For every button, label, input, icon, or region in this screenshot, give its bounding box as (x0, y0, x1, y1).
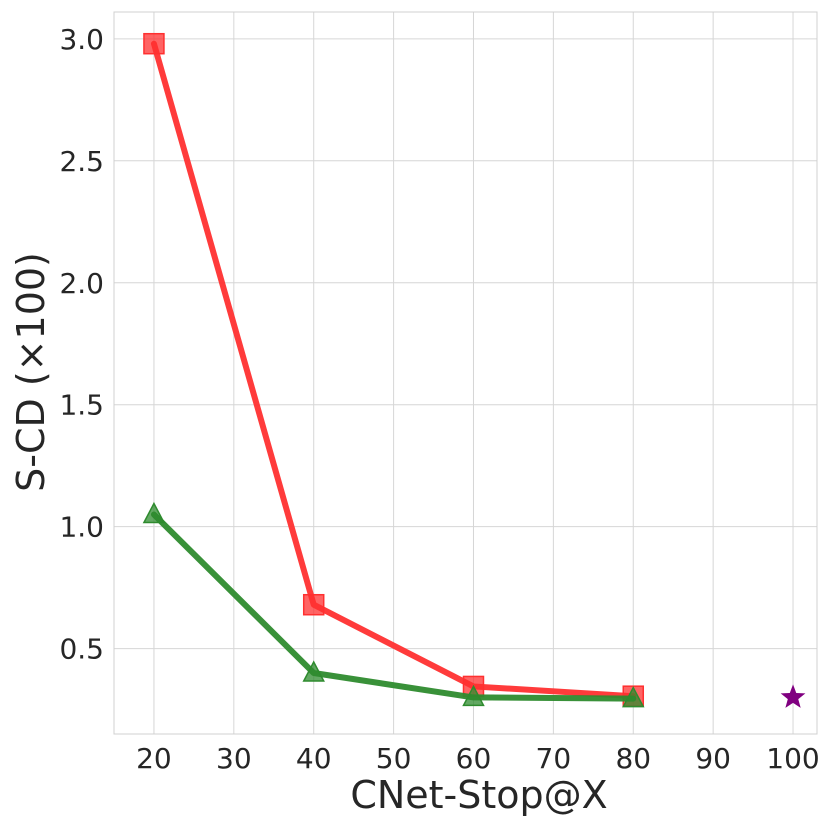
series-line-0 (150, 40, 637, 700)
x-tick-label: 60 (456, 742, 492, 775)
x-tick-label: 30 (216, 742, 252, 775)
y-tick-labels: 0.5 1.0 1.5 2.0 2.5 3.0 (59, 23, 104, 666)
x-tick-label: 80 (615, 742, 651, 775)
triangle-marker (302, 660, 325, 682)
plot-frame (113, 11, 818, 735)
star-marker (780, 684, 806, 708)
y-tick-label: 2.0 (59, 267, 104, 300)
y-tick-label: 2.5 (59, 145, 104, 178)
triangle-marker (622, 686, 645, 708)
square-marker (302, 593, 325, 616)
y-axis-label: S-CD (×100) (9, 252, 53, 492)
x-tick-labels: 20 30 40 50 60 70 80 90 100 (136, 742, 820, 775)
triangle-marker (142, 501, 166, 524)
y-tick-label: 1.5 (59, 389, 104, 422)
square-marker (143, 32, 165, 55)
x-axis-label: CNet-Stop@X (350, 773, 607, 817)
y-tick-label: 1.0 (59, 511, 104, 544)
x-tick-label: 90 (695, 742, 731, 775)
x-tick-label: 100 (766, 742, 819, 775)
x-tick-label: 40 (296, 742, 332, 775)
y-tick-label: 0.5 (59, 633, 104, 666)
grid-lines (114, 12, 817, 734)
x-tick-label: 20 (136, 742, 172, 775)
series-line-1 (150, 511, 637, 702)
y-tick-label: 3.0 (59, 23, 104, 56)
series-layer (142, 32, 806, 708)
triangle-marker (462, 684, 485, 707)
x-tick-label: 50 (376, 742, 412, 775)
x-tick-label: 70 (536, 742, 572, 775)
